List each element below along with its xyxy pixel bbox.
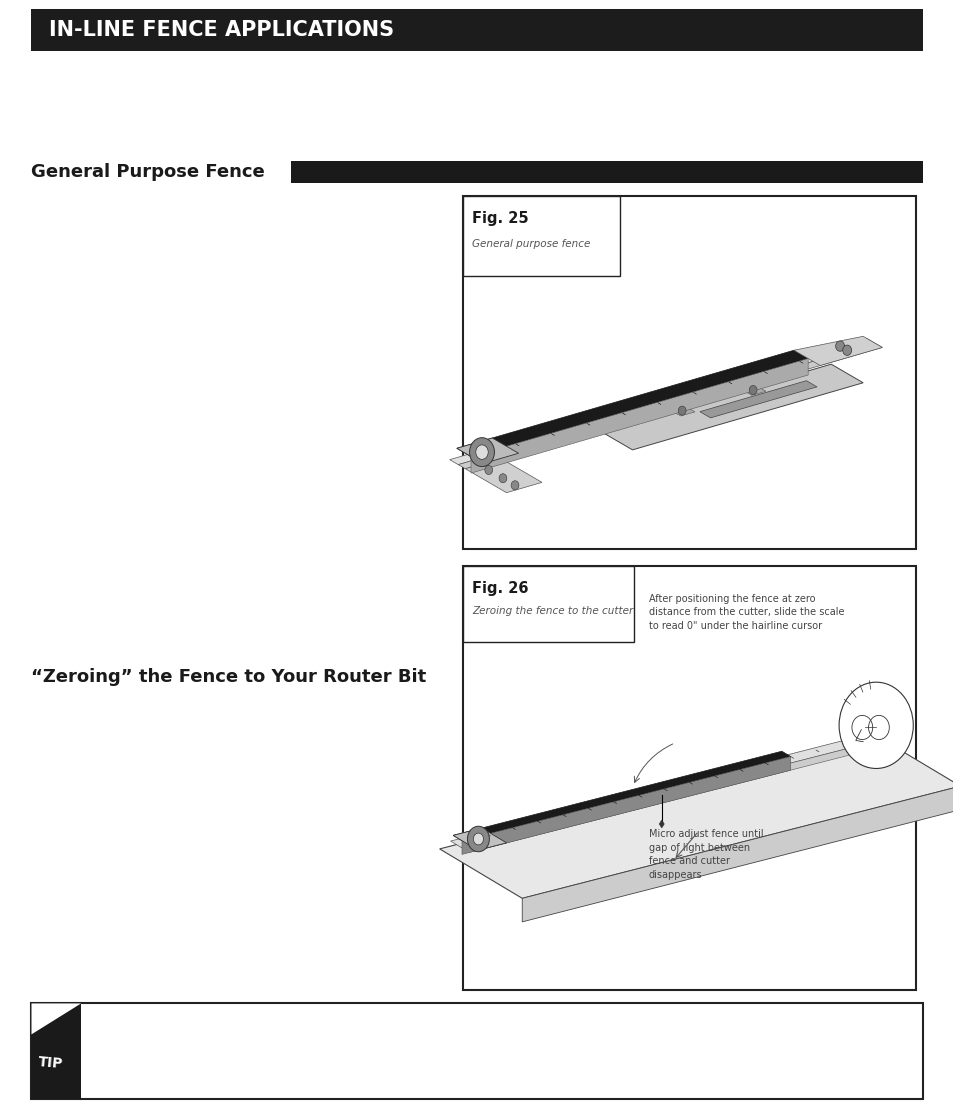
Text: General Purpose Fence: General Purpose Fence [31, 163, 265, 181]
Circle shape [841, 345, 851, 355]
Polygon shape [465, 458, 541, 493]
Text: TIP: TIP [37, 1054, 63, 1071]
Circle shape [678, 406, 685, 415]
Bar [462, 566, 634, 642]
Bar [31, 1003, 922, 1099]
Polygon shape [439, 737, 953, 898]
Text: After positioning the fence at zero
distance from the cutter, slide the scale
to: After positioning the fence at zero dist… [648, 594, 843, 632]
Circle shape [473, 834, 483, 845]
Text: General purpose fence: General purpose fence [472, 239, 590, 249]
Circle shape [476, 445, 488, 460]
Polygon shape [669, 405, 694, 416]
Circle shape [748, 385, 757, 394]
Circle shape [498, 474, 506, 483]
Circle shape [484, 465, 492, 475]
Polygon shape [31, 1003, 81, 1035]
Bar [31, 9, 922, 51]
Text: Fig. 25: Fig. 25 [472, 211, 528, 226]
Polygon shape [460, 741, 882, 852]
Polygon shape [793, 336, 882, 365]
Polygon shape [471, 359, 807, 473]
Polygon shape [600, 364, 862, 450]
Bar [462, 196, 915, 549]
Text: Micro adjust fence until
gap of light between
fence and cutter
disappears: Micro adjust fence until gap of light be… [648, 829, 762, 880]
Polygon shape [453, 751, 790, 840]
Bar [291, 161, 922, 183]
Polygon shape [456, 438, 518, 464]
Bar [467, 202, 910, 544]
Polygon shape [700, 381, 816, 417]
Polygon shape [457, 343, 882, 468]
Polygon shape [740, 385, 765, 395]
Bar [462, 196, 619, 276]
Text: Fig. 26: Fig. 26 [472, 581, 528, 596]
Circle shape [469, 437, 494, 466]
Polygon shape [521, 786, 953, 922]
Text: “Zeroing” the Fence to Your Router Bit: “Zeroing” the Fence to Your Router Bit [31, 668, 426, 686]
Polygon shape [31, 1003, 81, 1099]
Circle shape [511, 481, 518, 490]
Polygon shape [461, 757, 790, 855]
Circle shape [839, 683, 912, 768]
Circle shape [467, 826, 489, 851]
Circle shape [835, 341, 843, 351]
Text: IN-LINE FENCE APPLICATIONS: IN-LINE FENCE APPLICATIONS [49, 20, 394, 40]
Polygon shape [659, 820, 663, 828]
Polygon shape [456, 351, 807, 456]
Bar [467, 572, 910, 985]
Text: Zeroing the fence to the cutter: Zeroing the fence to the cutter [472, 606, 633, 616]
Polygon shape [450, 735, 873, 847]
Polygon shape [449, 339, 874, 465]
Bar [462, 566, 915, 990]
Polygon shape [453, 828, 506, 850]
